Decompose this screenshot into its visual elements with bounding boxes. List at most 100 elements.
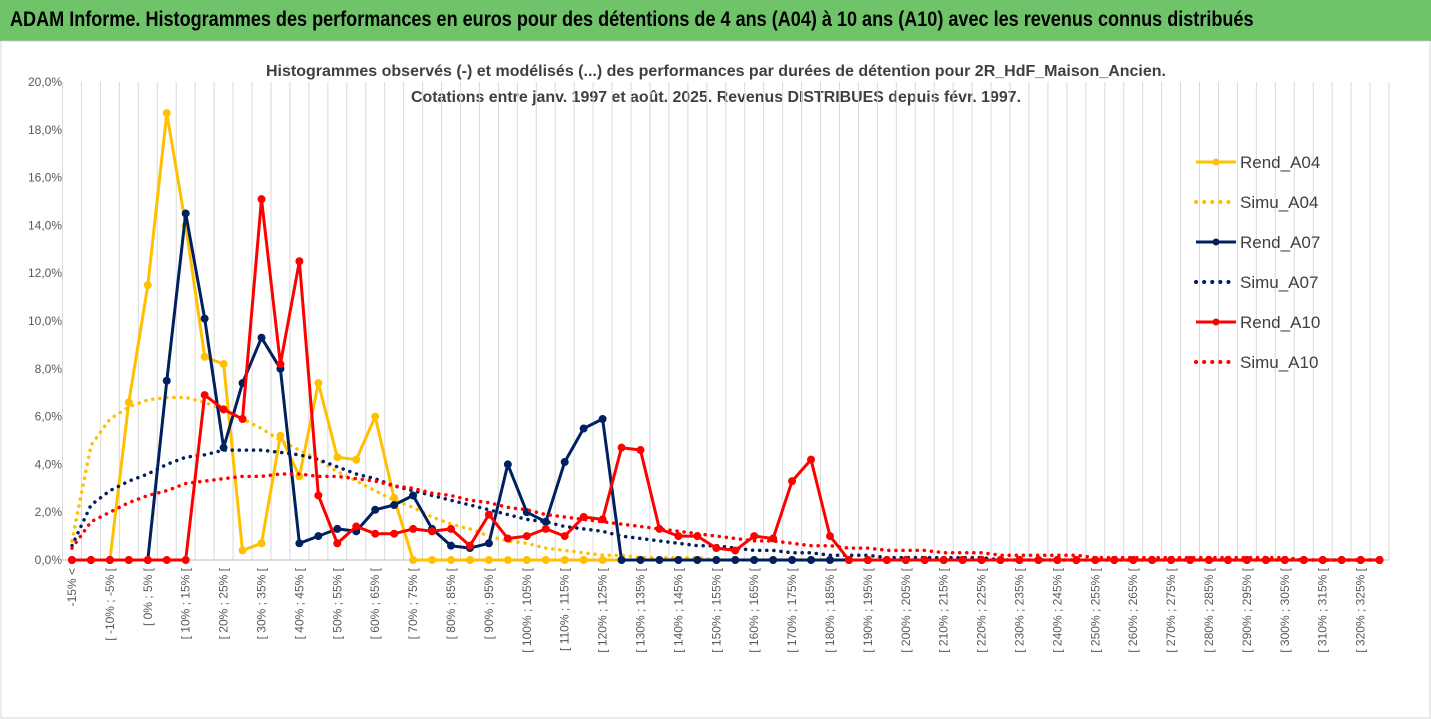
x-tick-label: [ 160% ; 165% [ [747,567,761,652]
series-Rend_A10 [68,195,1384,564]
data-point [68,556,76,564]
y-tick-label: 8,0% [35,362,63,376]
page-title: ADAM Informe. Histogrammes des performan… [10,8,1254,31]
data-point [655,556,664,564]
data-point [143,556,152,564]
data-point [219,405,228,414]
data-point [598,556,607,564]
data-point [579,556,588,564]
data-point [1186,556,1195,564]
y-tick-label: 12,0% [28,266,62,280]
x-tick-label: [ 300% ; 305% [ [1278,567,1292,652]
data-point [882,556,891,564]
data-point [200,352,209,361]
chart-area [0,40,1431,719]
y-axis: 0,0% 2,0% 4,0% 6,0% 8,0% 10,0% 12,0% 14,0% 16,0%… [28,75,62,567]
x-tick-label: [ 130% ; 135% [ [634,567,648,652]
x-tick-label: [ 220% ; 225% [ [975,567,989,652]
data-point [807,455,816,464]
data-point [295,539,304,548]
data-point [541,524,550,533]
y-tick-label: 4,0% [35,457,63,471]
data-point [636,556,645,564]
data-point [1053,556,1062,564]
series-line [72,197,1380,562]
legend-marker [1212,318,1220,326]
data-point [560,556,569,564]
x-tick-label: [ 250% ; 255% [ [1088,567,1102,652]
series-Simu_A10 [70,472,1382,562]
data-point [674,556,683,564]
data-point [1072,556,1081,564]
data-point [314,379,323,388]
data-point [428,527,437,536]
data-point [598,414,607,423]
data-point [788,477,797,486]
x-tick-label: [ 320% ; 325% [ [1354,567,1368,652]
data-point [522,532,531,541]
x-tick-label: [ 310% ; 315% [ [1316,567,1330,652]
data-point [124,398,133,407]
x-tick-label: [ 140% ; 145% [ [671,567,685,652]
data-point [371,412,380,421]
data-point [200,314,209,323]
series-layer [68,109,1384,564]
data-point [295,257,304,266]
data-point [238,546,247,555]
data-point [522,556,531,564]
data-point [996,556,1005,564]
data-point [560,458,569,467]
data-point [939,556,948,564]
data-point [390,501,399,510]
legend-item: Rend_A04 [1196,153,1320,172]
legend-marker [1212,238,1220,246]
legend-label: Simu_A07 [1240,273,1318,292]
data-point [219,360,228,369]
data-point [238,414,247,423]
x-tick-label: [ 230% ; 235% [ [1013,567,1027,652]
y-tick-label: 14,0% [28,218,62,232]
data-point [86,556,95,564]
data-point [371,529,380,538]
data-point [617,443,626,452]
y-tick-label: 10,0% [28,314,62,328]
data-point [333,524,342,533]
y-tick-label: 2,0% [35,505,63,519]
y-tick-label: 6,0% [35,410,63,424]
data-point [541,556,550,564]
data-point [484,556,493,564]
data-point [901,556,910,564]
chart-subtitle: Cotations entre janv. 1997 et août. 2025… [411,89,1021,106]
data-point [181,209,190,218]
data-point [617,556,626,564]
data-point [257,539,266,548]
data-point [503,534,512,543]
series-line [70,472,1382,562]
data-point [1015,556,1024,564]
legend-item: Simu_A07 [1194,273,1318,292]
data-point [428,556,437,564]
legend-item: Simu_A10 [1194,353,1318,372]
data-point [257,195,266,204]
data-point [333,539,342,548]
data-point [465,556,474,564]
data-point [674,532,683,541]
data-point [371,505,380,514]
data-point [844,556,853,564]
data-point [447,524,455,533]
x-tick-label: [ 240% ; 245% [ [1050,567,1064,652]
data-point [636,446,645,455]
data-point [826,556,834,564]
x-tick-label: [ 210% ; 215% [ [937,567,951,652]
data-point [712,556,721,564]
x-tick-label: [ 20% ; 25% [ [217,567,231,639]
x-tick-label: [ 280% ; 285% [ [1202,567,1216,652]
x-tick-label: [ 10% ; 15% [ [179,567,193,639]
data-point [750,532,759,541]
x-tick-label: [ 150% ; 155% [ [709,567,723,652]
data-point [314,532,323,541]
data-point [143,281,152,290]
chart-title: Histogrammes observés (-) et modélisés (… [266,63,1166,80]
legend-label: Simu_A10 [1240,353,1318,372]
y-tick-label: 18,0% [28,123,62,137]
